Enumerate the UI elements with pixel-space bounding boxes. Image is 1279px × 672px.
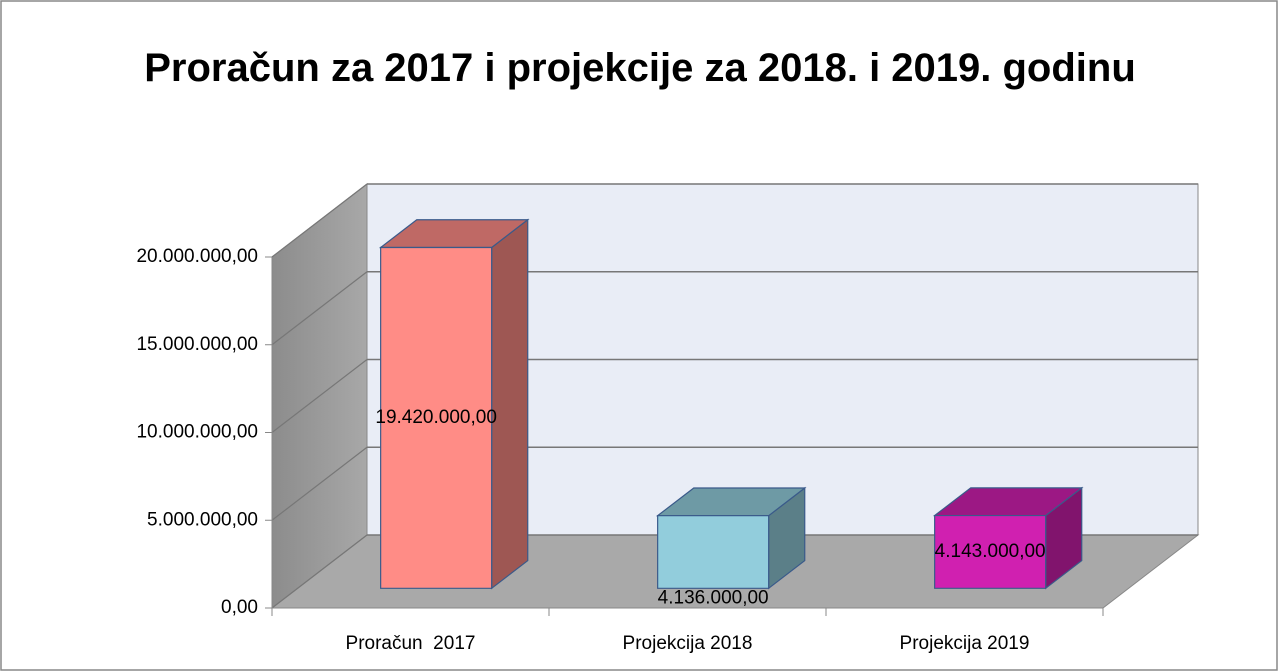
x-tick-label: Projekcija 2019 [900, 633, 1030, 654]
bar-side [491, 218, 529, 590]
grid-line [271, 271, 368, 346]
bar [655, 486, 807, 590]
grid-line [271, 183, 368, 258]
bar-front [934, 514, 1047, 589]
bar [932, 486, 1084, 590]
y-tick-label: 15.000.000,00 [136, 334, 258, 355]
y-tick-label: 20.000.000,00 [136, 246, 258, 267]
x-tick-label: Projekcija 2018 [623, 633, 753, 654]
y-tick-label: 5.000.000,00 [147, 509, 258, 530]
data-label: 4.136.000,00 [658, 587, 769, 608]
data-label: 4.143.000,00 [935, 541, 1046, 562]
grid-line [271, 446, 368, 521]
bar-front [380, 246, 493, 589]
bar-front [657, 515, 770, 589]
bar [378, 218, 530, 590]
y-tick-label: 10.000.000,00 [136, 422, 258, 443]
x-tick-label: Proračun 2017 [346, 633, 476, 654]
data-label: 19.420.000,00 [375, 407, 497, 428]
grid-line [271, 534, 368, 609]
chart-title: Proračun za 2017 i projekcije za 2018. i… [144, 46, 1136, 90]
y-tick-label: 0,00 [221, 597, 258, 618]
grid-line [271, 359, 368, 433]
